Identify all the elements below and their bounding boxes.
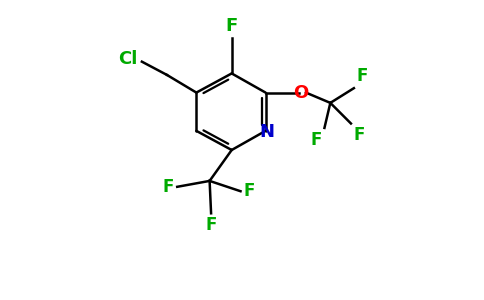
Text: N: N — [259, 123, 274, 141]
Text: F: F — [163, 178, 174, 196]
Text: F: F — [226, 16, 238, 34]
Text: Cl: Cl — [118, 50, 137, 68]
Text: F: F — [243, 182, 255, 200]
Text: F: F — [310, 131, 321, 149]
Text: O: O — [293, 84, 308, 102]
Text: F: F — [357, 67, 368, 85]
Text: F: F — [354, 126, 365, 144]
Text: F: F — [205, 216, 217, 234]
